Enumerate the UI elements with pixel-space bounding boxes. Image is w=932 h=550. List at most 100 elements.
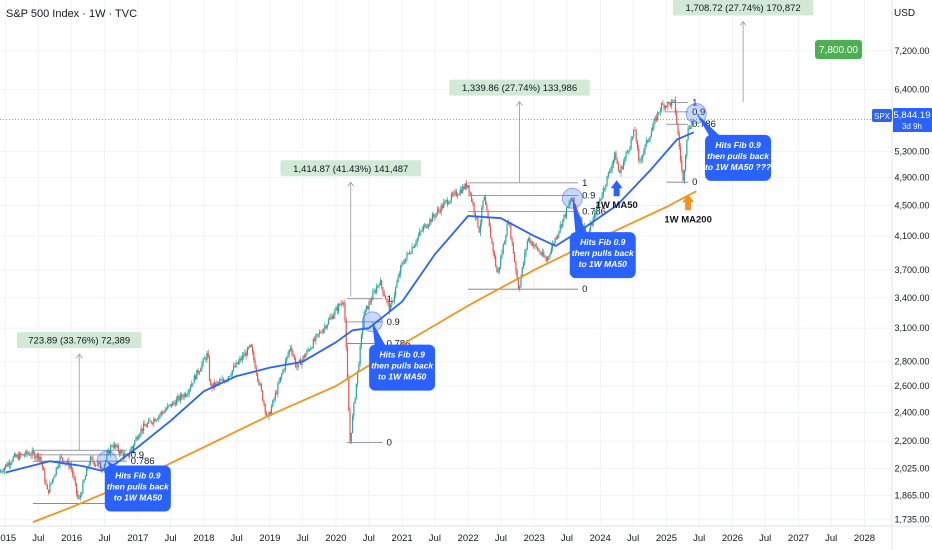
candle-body xyxy=(208,357,211,381)
candle-body xyxy=(364,309,366,316)
candle-body xyxy=(549,253,551,256)
candle-body xyxy=(78,497,80,499)
candle-body xyxy=(545,258,547,261)
x-tick-label: 2022 xyxy=(458,533,479,544)
candle-body xyxy=(617,163,620,171)
measure-arrowhead xyxy=(516,100,523,106)
candle-body xyxy=(230,374,232,376)
candle-body xyxy=(558,231,560,235)
candle-body xyxy=(421,229,423,231)
candle-body xyxy=(609,171,611,173)
x-tick-label: Jul xyxy=(825,533,837,544)
candle-body xyxy=(215,382,217,387)
candle-body xyxy=(448,203,450,205)
candle-body xyxy=(210,380,212,385)
candle-body xyxy=(414,245,416,248)
fib-level-label: 0 xyxy=(387,438,392,449)
candle-body xyxy=(278,381,280,384)
candle-body xyxy=(341,303,344,305)
candle-body xyxy=(472,201,474,204)
candle-body xyxy=(410,252,412,254)
candle-body xyxy=(259,384,261,385)
candle-body xyxy=(270,406,273,415)
price-tag: SPX 5,844.19 3d 9h xyxy=(872,108,932,132)
candle-body xyxy=(630,139,632,148)
candle-body xyxy=(687,127,689,140)
candle-body xyxy=(73,475,75,479)
candle-body xyxy=(563,214,565,220)
candle-body xyxy=(315,335,317,341)
candle-body xyxy=(107,450,109,455)
candle-body xyxy=(229,375,231,377)
candle-body xyxy=(275,393,278,394)
candle-body xyxy=(373,290,375,293)
candle-body xyxy=(484,196,487,205)
candle-body xyxy=(312,339,314,348)
candle-body xyxy=(288,349,290,355)
candle-body xyxy=(217,382,219,384)
candle-body xyxy=(97,462,99,466)
fib-level-label: 0 xyxy=(692,177,697,188)
candle-body xyxy=(434,216,436,218)
candle-body xyxy=(641,154,644,160)
candle-body xyxy=(160,411,162,415)
candle-body xyxy=(42,467,45,471)
candle-body xyxy=(253,351,255,361)
candle-body xyxy=(459,189,461,195)
candle-body xyxy=(692,120,694,122)
candle-body xyxy=(426,226,428,228)
candle-body xyxy=(158,415,160,419)
y-tick-label: 6,400.00 xyxy=(894,85,929,95)
candle-body xyxy=(141,428,143,431)
x-tick-label: Jul xyxy=(495,533,507,544)
measure-label-bg xyxy=(449,79,590,96)
candle-body xyxy=(16,454,18,457)
candle-body xyxy=(13,454,16,457)
measure-label-bg xyxy=(16,332,142,349)
candle-body xyxy=(601,195,603,199)
x-tick-label: 2017 xyxy=(127,533,148,544)
candle-body xyxy=(155,419,157,422)
candle-body xyxy=(50,482,52,484)
candle-body xyxy=(0,471,2,473)
candle-body xyxy=(79,495,81,498)
candle-body xyxy=(444,200,446,203)
candle-body xyxy=(487,210,489,219)
candle-body xyxy=(496,266,498,273)
callout-pointer xyxy=(696,113,724,139)
callout-text: then pulls back xyxy=(107,482,170,492)
candle-body xyxy=(74,478,76,483)
candle-body xyxy=(460,189,463,193)
candle-body xyxy=(80,493,83,496)
candle-body xyxy=(238,361,240,365)
y-tick-label: 1,865.00 xyxy=(894,491,929,501)
candle-body xyxy=(59,456,61,465)
callout-text: then pulls back xyxy=(371,361,434,371)
candle-body xyxy=(92,458,94,463)
price-candles xyxy=(0,96,694,501)
candle-body xyxy=(672,100,674,102)
candle-body xyxy=(122,452,124,458)
candle-body xyxy=(546,256,549,261)
candle-body xyxy=(653,120,655,128)
candle-body xyxy=(591,223,593,226)
target-tag-label: 7,800.00 xyxy=(819,45,858,56)
candle-body xyxy=(139,433,141,437)
candle-body xyxy=(82,482,84,494)
candle-body xyxy=(207,353,209,358)
candle-body xyxy=(686,139,688,156)
candle-body xyxy=(382,287,384,294)
candle-body xyxy=(482,200,484,209)
candle-body xyxy=(111,445,113,447)
candle-body xyxy=(332,315,335,319)
candle-body xyxy=(189,387,192,390)
callout-text: to 1W MA50 xyxy=(378,372,426,382)
candle-body xyxy=(625,152,627,158)
candle-body xyxy=(268,411,270,417)
candle-body xyxy=(555,237,558,239)
x-tick-label: 2015 xyxy=(0,533,16,544)
candle-body xyxy=(10,463,12,466)
candle-body xyxy=(357,370,359,384)
y-tick-label: 4,500.00 xyxy=(894,200,929,210)
